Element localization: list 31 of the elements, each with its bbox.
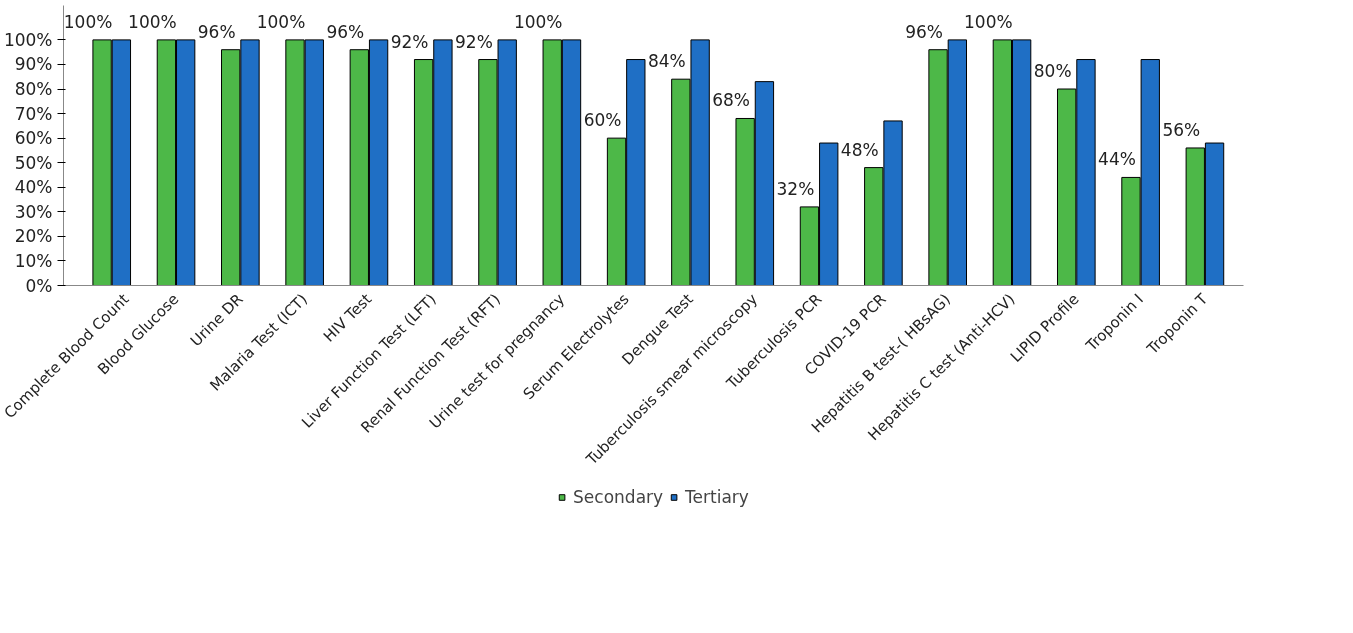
y-tick-label: 50% [14, 152, 53, 173]
data-label: 48% [840, 139, 879, 160]
y-tick-label: 80% [14, 79, 53, 100]
data-label: 56% [1162, 119, 1201, 140]
data-label: 92% [455, 31, 493, 52]
data-label: 100% [128, 11, 177, 32]
data-label: 100% [513, 11, 563, 32]
data-label: 96% [197, 21, 236, 42]
data-label: 44% [1098, 149, 1136, 170]
data-label: 80% [1033, 61, 1072, 82]
y-tick-label: 40% [14, 177, 53, 198]
data-label: 96% [905, 21, 943, 42]
data-label: 100% [964, 11, 1013, 32]
y-tick-label: 90% [14, 54, 53, 75]
y-tick-label: 60% [14, 128, 53, 149]
data-label: 84% [647, 51, 686, 72]
y-tick-label: 0% [25, 275, 53, 296]
legend-label: Secondary [573, 487, 664, 507]
legend-label: Tertiary [685, 487, 749, 507]
y-tick-label: 70% [14, 103, 53, 124]
data-label: 32% [776, 178, 815, 199]
y-tick-label: 10% [14, 250, 53, 271]
y-tick-label: 100% [3, 29, 53, 50]
data-label: 68% [712, 90, 751, 111]
data-label: 100% [63, 11, 113, 32]
data-label: 60% [583, 110, 622, 131]
data-label: 100% [256, 11, 306, 32]
data-label: 96% [326, 21, 365, 42]
y-tick-label: 30% [14, 201, 53, 222]
data-label: 92% [390, 31, 429, 52]
y-tick-label: 20% [14, 226, 53, 247]
